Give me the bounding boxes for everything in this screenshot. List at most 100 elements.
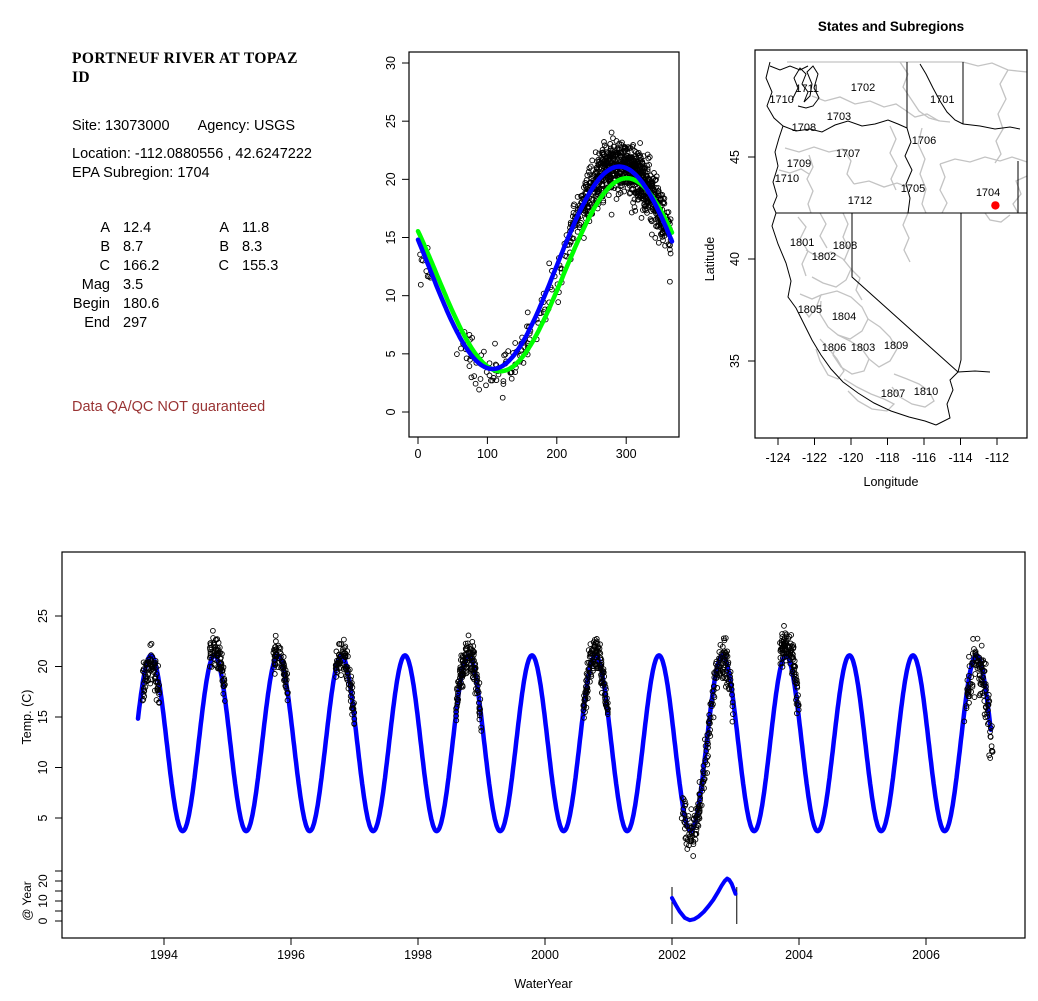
data-point (704, 740, 711, 747)
x-tick-label: 1994 (150, 948, 178, 962)
data-point (665, 209, 672, 215)
subregion-border (843, 378, 896, 412)
data-point (424, 273, 431, 280)
data-point (520, 360, 527, 366)
data-point (601, 161, 608, 168)
data-point (692, 831, 699, 838)
data-point (271, 660, 278, 667)
subregion-border (832, 334, 870, 375)
agency: Agency: USGS (197, 118, 296, 134)
data-point (981, 711, 988, 718)
data-point (282, 683, 289, 689)
data-point (210, 627, 216, 634)
data-point (687, 823, 693, 830)
data-point (985, 721, 991, 727)
data-point (637, 152, 643, 159)
data-point (790, 663, 797, 669)
data-point (502, 351, 509, 358)
data-point (337, 658, 343, 665)
data-point (350, 706, 357, 712)
data-point (703, 747, 710, 754)
y-tick-label: 25 (384, 114, 398, 128)
data-point (512, 340, 519, 346)
data-point (782, 630, 789, 637)
data-point (600, 681, 607, 687)
seasonal-curve (135, 653, 994, 834)
data-point (695, 811, 701, 818)
param-label-2: C (218, 258, 229, 274)
data-point (589, 197, 596, 203)
data-point (705, 744, 711, 751)
data-point (608, 147, 614, 154)
data-point (779, 634, 786, 640)
data-point (985, 698, 992, 705)
data-point (454, 699, 461, 705)
data-point (605, 173, 612, 180)
data-point (456, 683, 462, 690)
data-point (790, 644, 797, 650)
data-point (697, 795, 704, 801)
data-point (793, 697, 799, 703)
data-point (151, 667, 158, 674)
data-point (691, 815, 697, 822)
station-title-line1: PORTNEUF RIVER AT TOPAZ (72, 50, 298, 67)
subregion-label: 1801 (790, 237, 814, 249)
data-point (468, 374, 475, 381)
data-point (649, 181, 655, 188)
data-point (141, 693, 148, 700)
data-point (984, 710, 991, 717)
data-point (340, 657, 347, 664)
data-point (660, 199, 667, 206)
data-point (488, 377, 494, 384)
data-point (729, 699, 736, 706)
data-point (627, 189, 634, 196)
data-point (680, 806, 687, 813)
data-point (152, 678, 159, 685)
data-point (453, 713, 459, 719)
data-point (972, 671, 979, 677)
location-line: Location: -112.0880556 , 42.6247222 (72, 146, 312, 162)
data-point (688, 806, 695, 812)
data-point (477, 376, 484, 382)
subregion-border (778, 168, 810, 175)
lon-tick-label: -112 (985, 451, 1009, 465)
data-point (722, 635, 729, 641)
data-point (702, 757, 709, 764)
data-point (342, 643, 349, 650)
data-point (584, 172, 591, 179)
data-point (140, 666, 147, 673)
x-tick-label: 1998 (404, 948, 432, 962)
data-point (598, 659, 605, 666)
data-point (273, 638, 279, 645)
subregion-label: 1710 (775, 173, 799, 185)
data-point (700, 770, 707, 776)
data-point (683, 834, 689, 841)
data-point (599, 679, 606, 686)
data-point (586, 165, 593, 171)
data-point (333, 674, 339, 680)
data-point (793, 677, 800, 684)
inset-axis-label: @ Year (20, 881, 34, 921)
subregion-label: 1707 (836, 148, 860, 160)
subregion-label: 1701 (930, 94, 954, 106)
data-point (667, 250, 674, 257)
data-point (628, 209, 635, 216)
data-point (646, 176, 652, 182)
param-row: Mag 3.5 (62, 276, 302, 295)
data-point (629, 154, 636, 161)
data-point (464, 659, 470, 665)
data-point (454, 693, 461, 699)
data-point (779, 645, 786, 651)
data-point (963, 705, 970, 711)
data-point (594, 640, 601, 647)
param-value: 297 (123, 315, 148, 331)
data-point (546, 260, 553, 267)
lon-tick-label: -122 (802, 451, 827, 465)
data-point (696, 805, 703, 812)
data-point (782, 650, 789, 657)
y-tick-label: 20 (36, 660, 50, 674)
data-point (706, 718, 713, 724)
data-point (646, 181, 652, 188)
data-point (691, 823, 697, 830)
data-point (275, 664, 281, 671)
